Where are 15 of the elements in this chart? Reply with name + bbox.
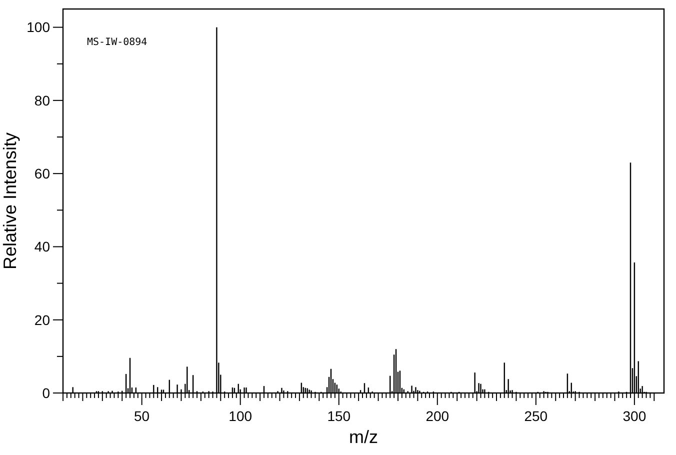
- annotation: MS-IW-0894: [87, 37, 148, 48]
- y-tick-label: 100: [26, 19, 50, 36]
- y-tick-label: 80: [34, 92, 50, 108]
- x-tick-label: 200: [426, 408, 450, 424]
- y-tick-label: 20: [34, 312, 50, 328]
- y-tick-label: 40: [34, 238, 50, 255]
- y-axis-title: Relative Intensity: [0, 132, 20, 270]
- x-tick-label: 50: [134, 408, 150, 424]
- y-tick-label: 0: [42, 384, 50, 401]
- x-tick-label: 250: [524, 408, 548, 424]
- x-tick-label: 300: [622, 408, 646, 424]
- x-tick-label: 150: [327, 408, 351, 424]
- x-axis-title: m/z: [349, 427, 378, 447]
- y-tick-label: 60: [34, 165, 50, 182]
- x-tick-label: 100: [228, 408, 252, 424]
